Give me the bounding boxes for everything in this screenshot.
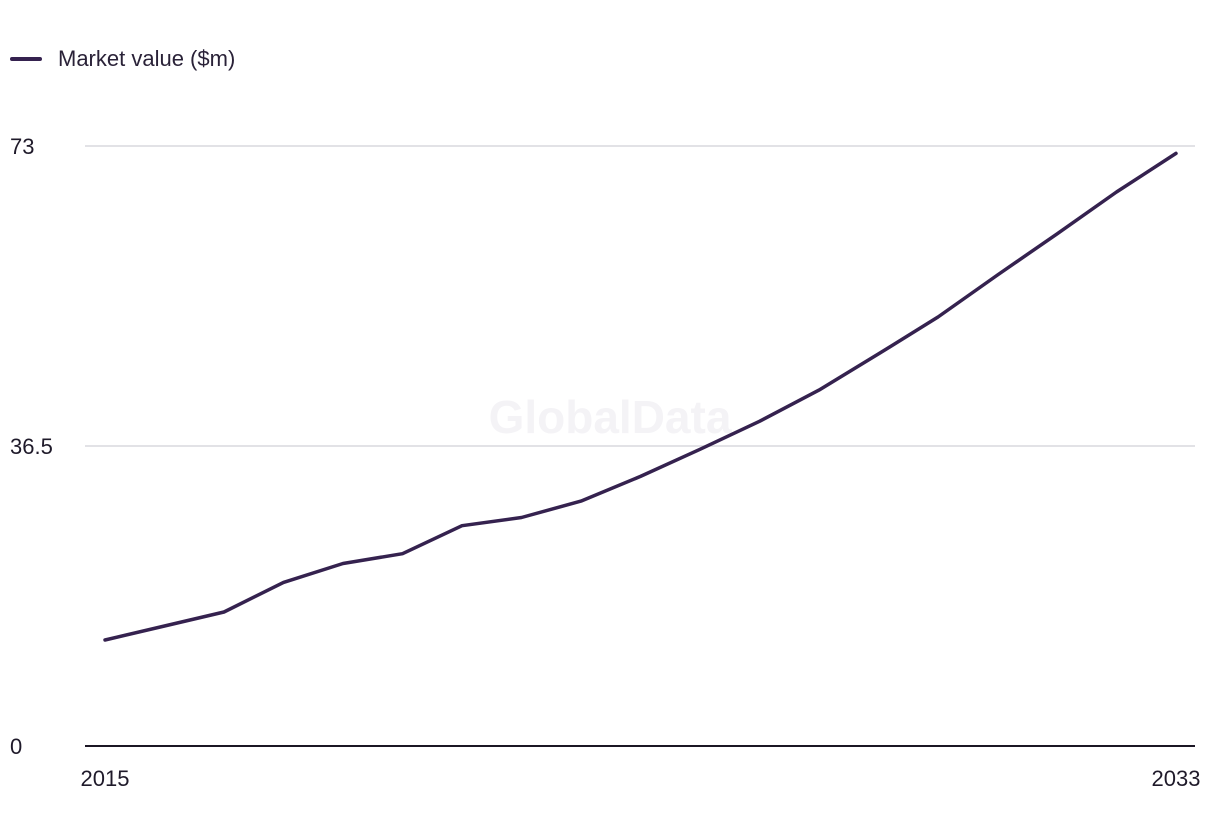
y-tick-label: 36.5 [10,434,53,459]
legend-swatch [10,57,42,61]
watermark: GlobalData [489,391,732,443]
legend: Market value ($m) [10,46,235,72]
x-tick-label: 2015 [81,766,130,791]
grid-lines [85,145,1195,447]
x-axis-ticks: 2015 2033 [81,766,1201,791]
series-line-market-value [103,151,1178,642]
y-axis-ticks: 0 36.5 73 [10,134,53,759]
y-tick-label: 73 [10,134,34,159]
legend-label: Market value ($m) [58,46,236,71]
x-tick-label: 2033 [1152,766,1201,791]
y-tick-label: 0 [10,734,22,759]
